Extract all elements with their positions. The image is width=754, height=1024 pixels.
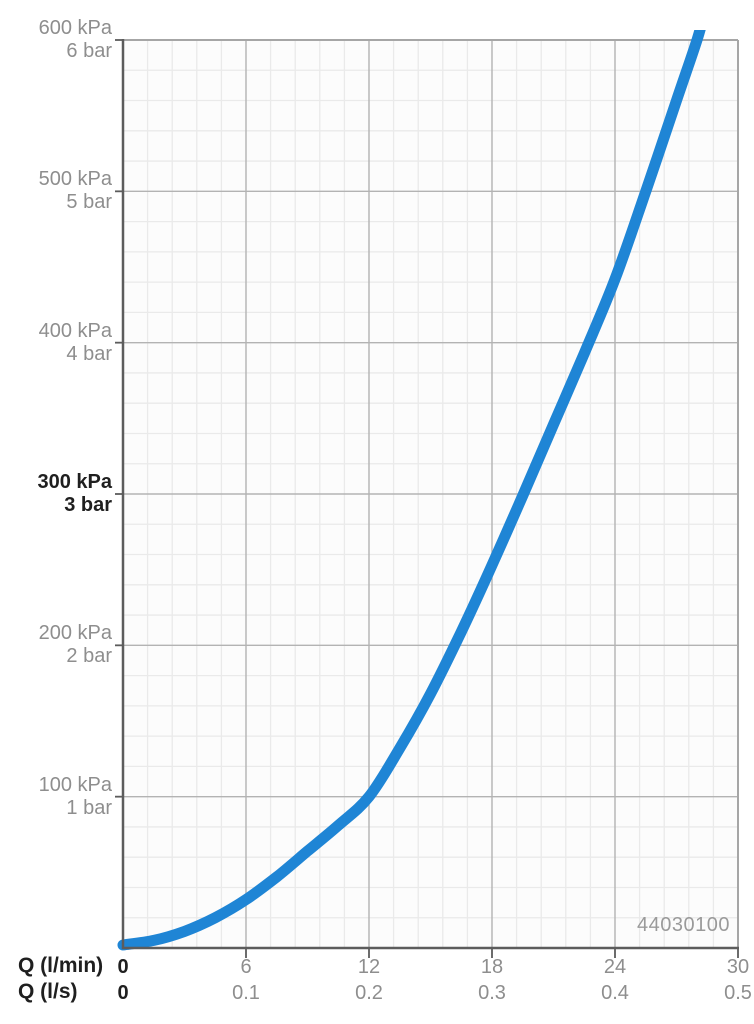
y-tick-label: 400 kPa 4 bar [38,319,112,365]
x-tick-label-ls: 0.3 [478,982,506,1004]
x-tick-label-lmin: 12 [357,956,381,978]
y-tick-label: 600 kPa 6 bar [38,17,112,62]
x-axis-unit-label-ls: Q (l/s) [18,980,78,1003]
x-axis-unit-label-lmin: Q (l/min) [18,954,104,977]
x-tick-label-ls: 0.4 [601,982,629,1004]
y-tick-label: 300 kPa 3 bar [37,471,112,516]
y-tick-label: 100 kPa 1 bar [38,773,112,819]
x-tick-label-ls: 0.1 [232,982,260,1004]
x-tick-label-ls: 0.2 [355,982,383,1004]
x-tick-label-ls: 0 [117,982,129,1004]
x-tick-label-lmin: 24 [603,956,627,978]
x-tick-label-lmin: 30 [726,956,750,978]
x-tick-label-lmin: 6 [240,956,252,978]
y-tick-label: 500 kPa 5 bar [38,168,112,214]
x-tick-label-lmin: 18 [480,956,504,978]
x-tick-label-ls: 0.5 [724,982,752,1004]
x-tick-label-lmin: 0 [117,956,129,978]
product-code: 44030100 [637,914,730,936]
y-tick-label: 200 kPa 2 bar [38,622,112,668]
